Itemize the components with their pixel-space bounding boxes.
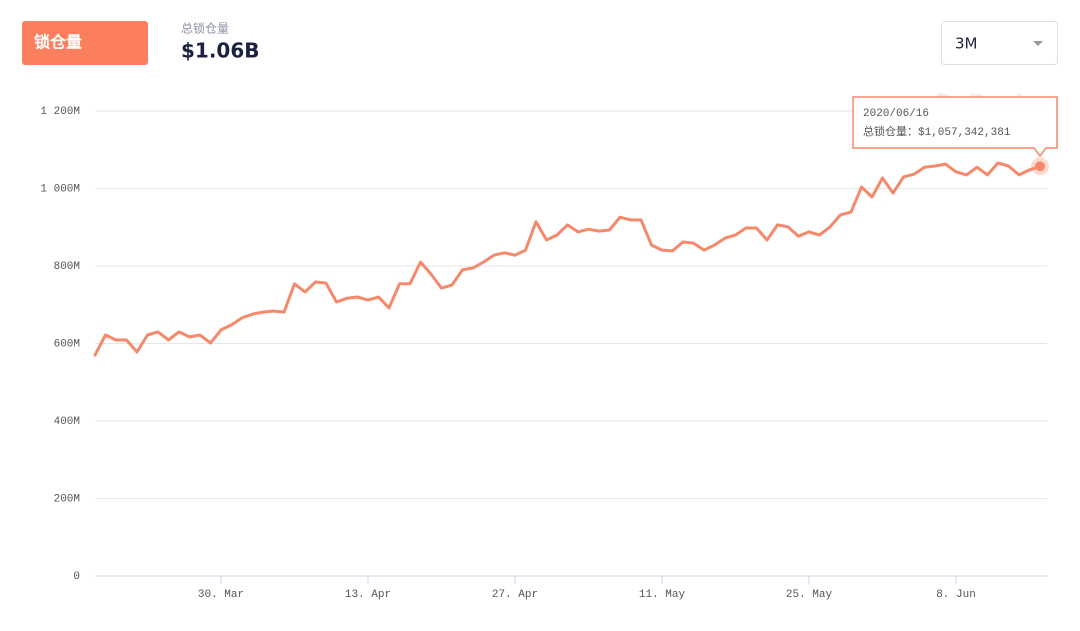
- line: [93, 161, 1042, 357]
- y-tick-label: 800M: [54, 261, 80, 273]
- y-tick-label: 400M: [54, 416, 80, 428]
- tvl-value: $1.06B: [181, 39, 260, 63]
- tooltip-date: 2020/06/16: [863, 108, 929, 120]
- tvl-button[interactable]: [22, 21, 148, 65]
- tooltip-box: [852, 96, 1058, 158]
- tooltip-text: 总锁仓量：$1,057,342,381: [863, 124, 1011, 139]
- y-tick-label: 1 200M: [40, 106, 80, 118]
- y-tick-label: 1 000M: [40, 183, 80, 195]
- y-tick-label: 200M: [54, 493, 80, 505]
- dropdown-label: 3M: [955, 35, 978, 53]
- x-tick-label: 27. Apr: [492, 589, 538, 601]
- x-tick-label: 8. Jun: [936, 589, 976, 601]
- x-tick-label: 25. May: [786, 589, 833, 601]
- x-tick-label: 11. May: [639, 589, 686, 601]
- button-label: 锁仓量: [34, 33, 82, 52]
- tvl-label: 总锁仓量: [181, 21, 229, 36]
- y-tick-label: 600M: [54, 338, 80, 350]
- range-dropdown[interactable]: [941, 21, 1058, 65]
- y-tick-label: 0: [73, 571, 80, 583]
- x-tick-label: 30. Mar: [198, 589, 244, 601]
- dropdown-arrow: [1033, 41, 1043, 46]
- x-tick-label: 13. Apr: [345, 589, 391, 601]
- hover-point: [1035, 161, 1045, 172]
